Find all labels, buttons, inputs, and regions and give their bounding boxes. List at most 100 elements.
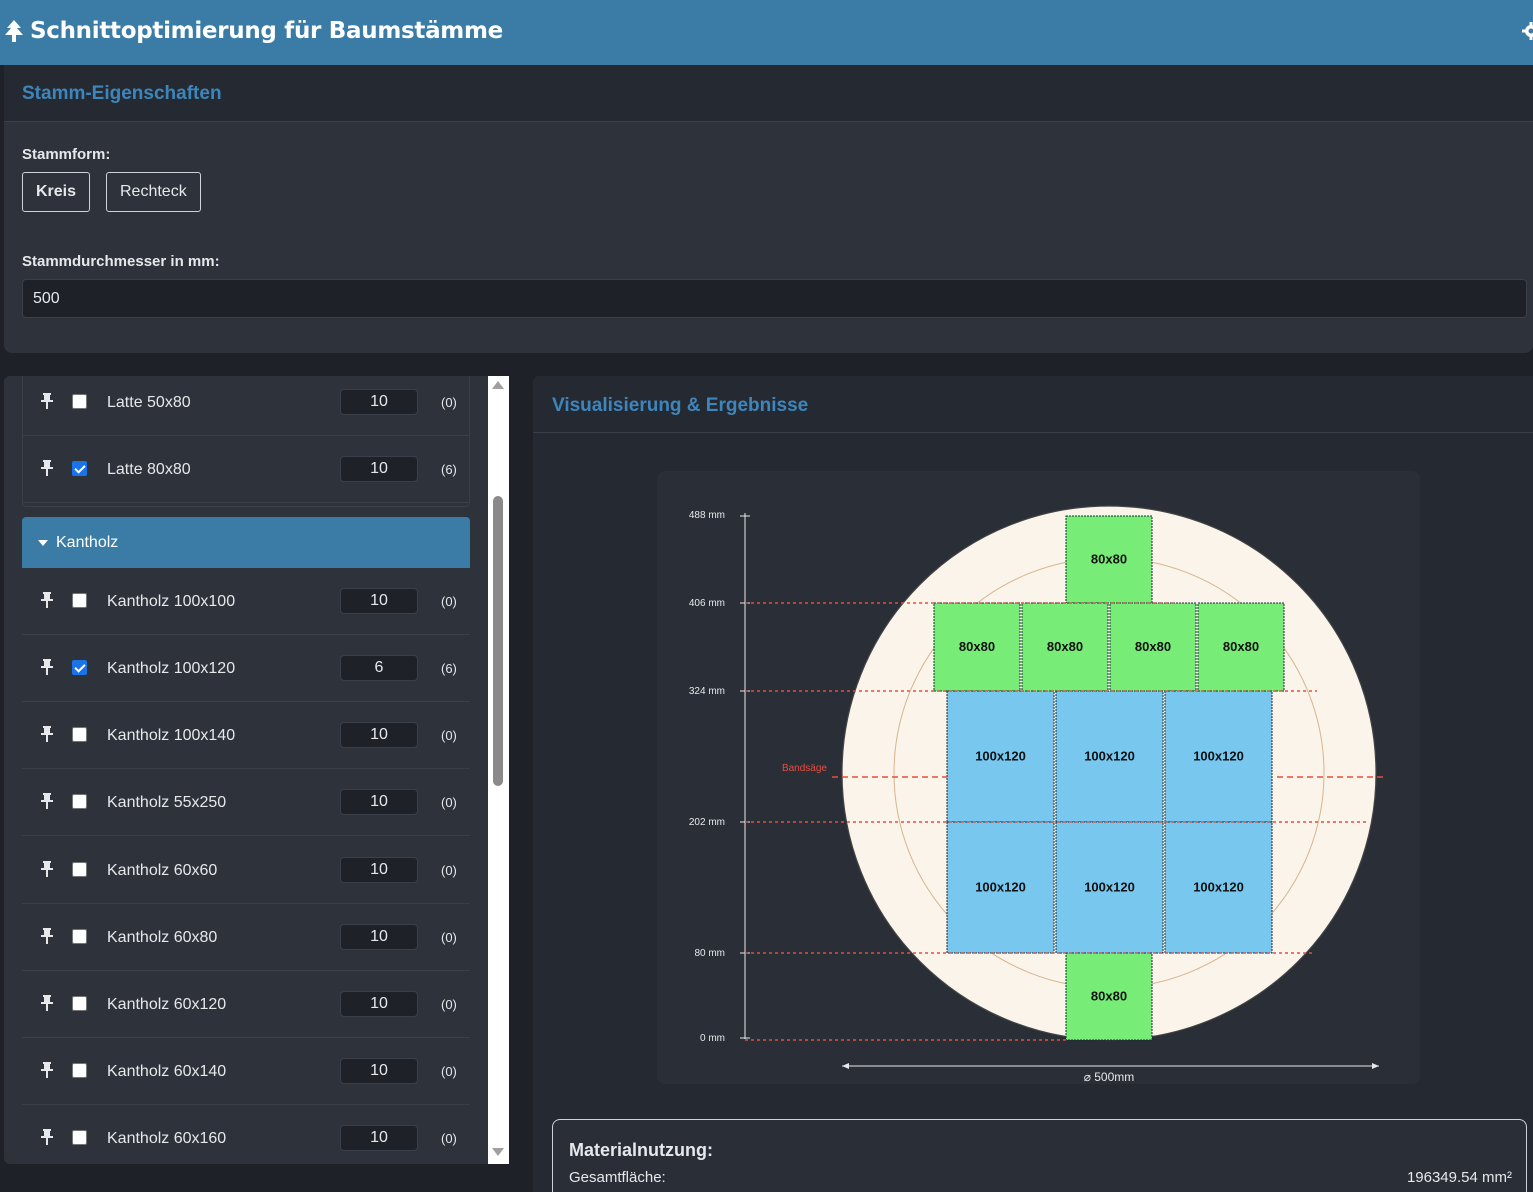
item-count: (0) [441,1064,457,1079]
height-label-0: 0 mm [700,1033,725,1044]
item-checkbox[interactable] [72,394,87,409]
shape-rectangle-button[interactable]: Rechteck [106,172,201,212]
item-checkbox[interactable] [72,593,87,608]
item-name: Kantholz 100x100 [107,593,236,610]
total-area-label: Gesamtfläche: [569,1169,666,1186]
pin-icon[interactable] [40,861,54,882]
visualization-panel: Visualisierung & Ergebnisse 488 mm 406 m… [533,376,1533,1192]
app-title: Schnittoptimierung für Baumstämme [30,18,503,44]
item-name: Kantholz 100x120 [107,660,236,677]
list-item: Kantholz 100x140 10 (0) [22,702,470,769]
item-checkbox[interactable] [72,996,87,1011]
item-count: (6) [441,462,457,477]
item-count: (6) [441,661,457,676]
item-checkbox[interactable] [72,727,87,742]
material-usage-title: Materialnutzung: [569,1140,713,1160]
quantity-input[interactable]: 10 [340,588,418,614]
quantity-input[interactable]: 6 [340,655,418,681]
cut-piece [1164,690,1273,823]
cut-piece [946,821,1055,954]
pin-icon[interactable] [40,1062,54,1083]
diameter-value-label: ⌀ 500mm [1084,1070,1135,1084]
item-count: (0) [441,728,457,743]
pin-icon[interactable] [40,928,54,949]
diameter-input[interactable] [22,279,1527,318]
cut-piece [1164,821,1273,954]
quantity-input[interactable]: 10 [340,789,418,815]
quantity-input[interactable]: 10 [340,857,418,883]
quantity-input[interactable]: 10 [340,991,418,1017]
pin-icon[interactable] [40,1129,54,1150]
height-label-80: 80 mm [694,948,725,959]
diameter-label: Stammdurchmesser in mm: [22,253,220,270]
product-list-panel: Latte 50x80 10 (0) Latte 80x80 10 (6) Kanthol… [4,376,509,1164]
scroll-down-icon[interactable] [492,1148,504,1156]
quantity-input[interactable]: 10 [340,722,418,748]
list-item: Kantholz 60x140 10 (0) [22,1038,470,1105]
item-checkbox[interactable] [72,929,87,944]
quantity-input[interactable]: 10 [340,389,418,415]
pin-icon[interactable] [40,460,54,481]
item-count: (0) [441,795,457,810]
piece-label: 80x80 [1223,639,1259,654]
quantity-input[interactable]: 10 [340,1125,418,1151]
list-item: Kantholz 55x250 10 (0) [22,769,470,836]
list-item: Kantholz 60x160 10 (0) [22,1105,470,1164]
piece-label: 100x120 [1193,880,1244,895]
quantity-input[interactable]: 10 [340,1058,418,1084]
item-count: (0) [441,930,457,945]
shape-circle-button[interactable]: Kreis [22,172,91,212]
tree-icon [3,20,25,47]
item-checkbox[interactable] [72,794,87,809]
list-item: Latte 80x80 10 (6) [22,436,470,503]
quantity-input[interactable]: 10 [340,924,418,950]
item-name: Latte 80x80 [107,461,191,478]
height-label-324: 324 mm [689,686,725,697]
log-properties-card: Stamm-Eigenschaften Stammform: Kreis Rec… [4,65,1533,353]
pin-icon[interactable] [40,995,54,1016]
quantity-input[interactable]: 10 [340,456,418,482]
item-name: Kantholz 60x120 [107,996,227,1013]
log-properties-title: Stamm-Eigenschaften [22,83,222,104]
pin-icon[interactable] [40,726,54,747]
piece-label: 80x80 [1047,639,1083,654]
item-checkbox[interactable] [72,1130,87,1145]
group-title: Kantholz [56,534,119,551]
item-count: (0) [441,1131,457,1146]
list-item: Kantholz 60x120 10 (0) [22,971,470,1038]
piece-label: 80x80 [1135,639,1171,654]
pin-icon[interactable] [40,393,54,414]
cut-piece [1197,602,1285,692]
item-checkbox[interactable] [72,1063,87,1078]
item-checkbox[interactable] [72,660,87,675]
material-usage-card: Materialnutzung: Gesamtfläche: 196349.54… [552,1119,1527,1192]
pin-icon[interactable] [40,793,54,814]
product-list: Latte 50x80 10 (0) Latte 80x80 10 (6) Kanthol… [4,376,488,1164]
cut-piece [946,690,1055,823]
caret-down-icon [38,540,48,546]
list-scrollbar[interactable] [488,376,509,1164]
app-header: Schnittoptimierung für Baumstämme [0,0,1533,65]
item-checkbox[interactable] [72,461,87,476]
pin-icon[interactable] [40,592,54,613]
scroll-thumb[interactable] [493,496,503,786]
piece-label: 100x120 [1084,880,1135,895]
item-checkbox[interactable] [72,862,87,877]
cut-piece [933,602,1021,692]
cut-visualization: 488 mm 406 mm 324 mm 202 mm 80 mm 0 mm 8… [657,471,1420,1084]
visualization-header: Visualisierung & Ergebnisse [533,376,1533,433]
pin-icon[interactable] [40,659,54,680]
list-item: Latte 50x80 10 (0) [22,376,470,436]
group-header-kantholz[interactable]: Kantholz [22,517,470,568]
visualization-title: Visualisierung & Ergebnisse [552,395,809,416]
cut-piece [1055,690,1164,823]
cut-piece [1055,821,1164,954]
item-name: Kantholz 60x80 [107,929,218,946]
piece-label: 100x120 [975,880,1026,895]
cut-diagram: 488 mm 406 mm 324 mm 202 mm 80 mm 0 mm 8… [689,505,1387,1084]
gear-icon[interactable] [1521,21,1533,46]
height-label-406: 406 mm [689,598,725,609]
item-name: Kantholz 60x140 [107,1063,227,1080]
item-name: Kantholz 55x250 [107,794,227,811]
scroll-up-icon[interactable] [492,381,504,389]
